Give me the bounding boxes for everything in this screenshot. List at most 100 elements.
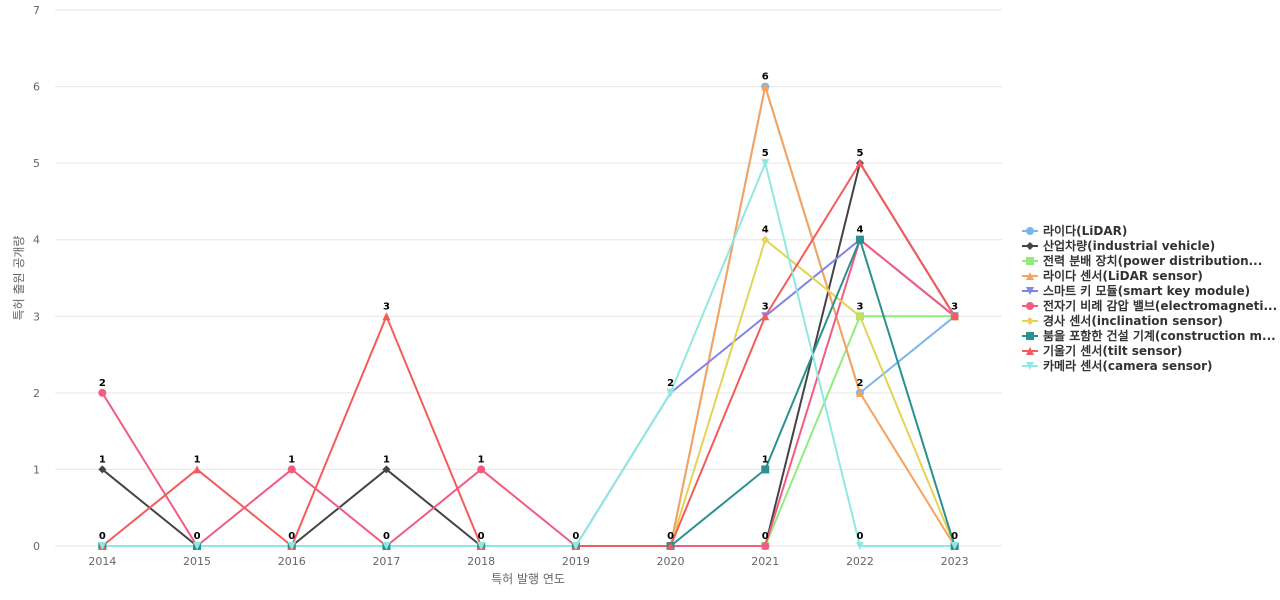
x-tick-label: 2021 [751, 555, 779, 568]
data-point-7 [761, 235, 770, 244]
y-tick-label: 7 [33, 4, 40, 17]
data-label: 0 [951, 531, 958, 542]
data-point-6 [287, 465, 296, 474]
data-label: 6 [762, 72, 769, 83]
legend-marker [1026, 287, 1034, 295]
data-label: 0 [194, 531, 201, 542]
legend-label: 산업차량(industrial vehicle) [1043, 238, 1215, 253]
data-label: 5 [856, 148, 863, 159]
data-point-7 [855, 312, 864, 321]
data-point-10 [98, 542, 107, 550]
data-point-4 [761, 82, 770, 91]
legend-item[interactable]: 경사 센서(inclination sensor) [1022, 313, 1223, 328]
legend-label: 라이다(LiDAR) [1043, 223, 1127, 238]
y-tick-label: 5 [33, 157, 40, 170]
x-tick-label: 2016 [278, 555, 306, 568]
data-label: 1 [478, 454, 485, 465]
legend-marker [1026, 362, 1034, 370]
legend-label: 기울기 센서(tilt sensor) [1043, 343, 1182, 358]
data-label: 3 [951, 301, 958, 312]
legend: 라이다(LiDAR)산업차량(industrial vehicle)전력 분배 … [1022, 223, 1277, 373]
data-point-10 [193, 542, 202, 550]
legend-label: 붐을 포함한 건설 기계(construction m... [1043, 328, 1276, 343]
data-point-8 [761, 465, 770, 474]
data-label: 3 [762, 301, 769, 312]
data-point-9 [193, 465, 202, 474]
x-axis-title: 특허 발행 연도 [491, 571, 565, 586]
data-label: 0 [478, 531, 485, 542]
y-tick-label: 3 [33, 310, 40, 323]
data-point-10 [855, 542, 864, 550]
series-line-9 [101, 162, 956, 547]
data-point-10 [666, 388, 675, 397]
x-tick-label: 2017 [372, 555, 400, 568]
data-label: 4 [762, 225, 769, 236]
data-label: 0 [99, 531, 106, 542]
data-point-2 [98, 465, 107, 474]
data-label: 1 [762, 454, 769, 465]
legend-marker [1026, 272, 1034, 280]
x-tick-label: 2018 [467, 555, 495, 568]
y-tick-label: 1 [33, 463, 40, 476]
series-line-2 [101, 162, 956, 547]
grid-lines [55, 9, 1002, 547]
legend-marker [1026, 302, 1034, 310]
data-label: 2 [667, 378, 674, 389]
data-point-9 [761, 312, 770, 321]
data-label: 1 [288, 454, 295, 465]
data-label: 0 [856, 531, 863, 542]
legend-label: 라이다 센서(LiDAR sensor) [1043, 268, 1203, 283]
y-tick-label: 2 [33, 387, 40, 400]
legend-label: 카메라 센서(camera sensor) [1043, 358, 1213, 373]
data-point-9 [855, 159, 864, 168]
x-tick-label: 2014 [88, 555, 116, 568]
legend-item[interactable]: 기울기 센서(tilt sensor) [1022, 343, 1182, 358]
data-point-9 [666, 542, 675, 550]
legend-marker [1026, 332, 1034, 340]
data-point-6 [477, 465, 486, 474]
data-point-10 [571, 542, 580, 550]
data-point-2 [382, 465, 391, 474]
data-point-10 [950, 542, 959, 550]
legend-item[interactable]: 스마트 키 모듈(smart key module) [1022, 283, 1250, 298]
legend-label: 전자기 비례 감압 밸브(electromagneti... [1043, 298, 1277, 313]
data-point-10 [287, 542, 296, 550]
legend-item[interactable]: 전력 분배 장치(power distribution... [1022, 253, 1262, 268]
series-markers [98, 82, 959, 550]
data-point-10 [477, 542, 486, 550]
data-label: 1 [383, 454, 390, 465]
data-point-10 [382, 542, 391, 550]
legend-item[interactable]: 산업차량(industrial vehicle) [1022, 238, 1215, 253]
legend-label: 전력 분배 장치(power distribution... [1043, 253, 1262, 268]
y-tick-label: 0 [33, 540, 40, 553]
data-label: 1 [194, 454, 201, 465]
data-label: 3 [383, 301, 390, 312]
x-tick-label: 2015 [183, 555, 211, 568]
data-point-4 [855, 388, 864, 397]
legend-item[interactable]: 라이다 센서(LiDAR sensor) [1022, 268, 1203, 283]
data-point-6 [761, 542, 770, 550]
data-point-8 [855, 235, 864, 244]
data-point-9 [950, 312, 959, 321]
data-label: 0 [288, 531, 295, 542]
legend-item[interactable]: 라이다(LiDAR) [1022, 223, 1127, 238]
data-label: 2 [856, 378, 863, 389]
data-label: 0 [383, 531, 390, 542]
legend-marker [1026, 227, 1034, 235]
x-tick-label: 2019 [562, 555, 590, 568]
data-label: 0 [572, 531, 579, 542]
data-label: 1 [99, 454, 106, 465]
legend-item[interactable]: 카메라 센서(camera sensor) [1022, 358, 1213, 373]
data-label: 2 [99, 378, 106, 389]
x-axis-ticks: 2014 2015 2016 2017 2018 2019 2020 2021 2022 2023 [88, 555, 968, 568]
legend-marker [1026, 257, 1034, 265]
y-axis-ticks: 0 1 2 3 4 5 6 7 [33, 4, 40, 553]
legend-marker [1026, 347, 1034, 355]
legend-marker [1026, 242, 1034, 250]
y-tick-label: 6 [33, 81, 40, 94]
legend-label: 스마트 키 모듈(smart key module) [1043, 283, 1250, 298]
data-point-6 [98, 388, 107, 397]
legend-item[interactable]: 붐을 포함한 건설 기계(construction m... [1022, 328, 1276, 343]
legend-item[interactable]: 전자기 비례 감압 밸브(electromagneti... [1022, 298, 1277, 313]
